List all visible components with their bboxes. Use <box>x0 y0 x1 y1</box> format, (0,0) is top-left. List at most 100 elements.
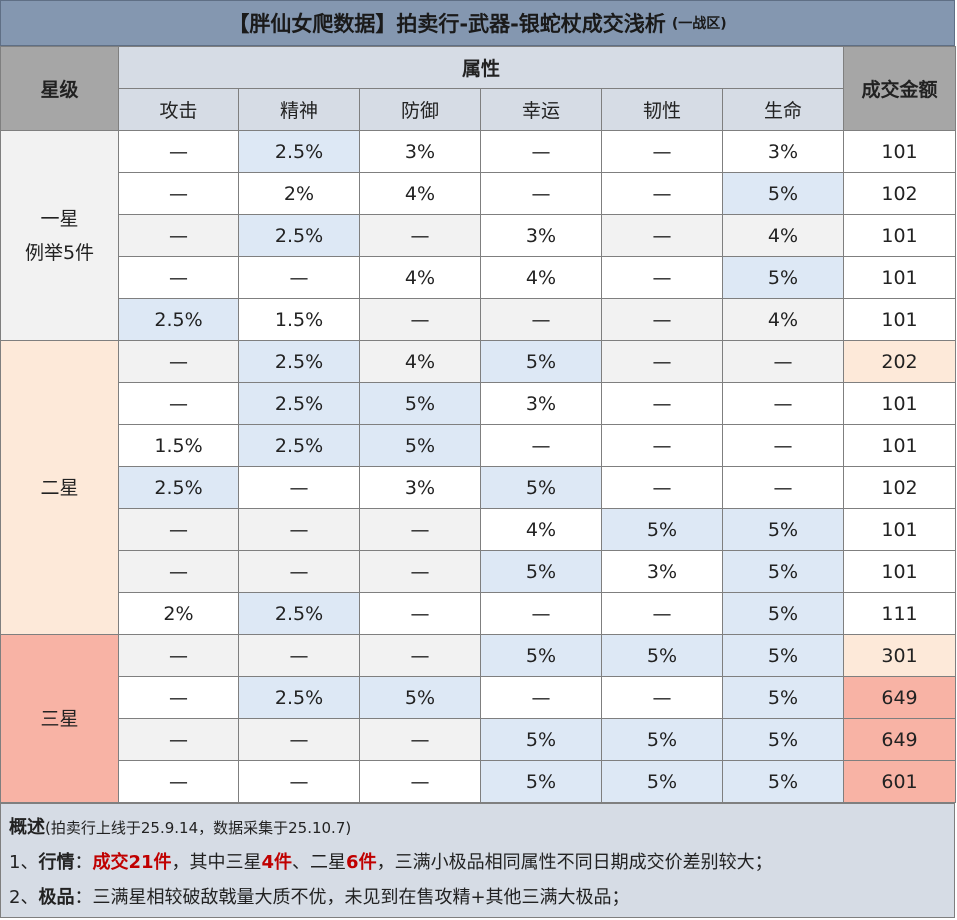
table-row: 2.5% —3% 5% — —102 <box>1 466 956 509</box>
attribute-cell: 4% <box>359 172 481 215</box>
page-title: 【胖仙女爬数据】拍卖行-武器-银蛇杖成交浅析 (一战区) <box>0 0 955 46</box>
header-col-defense: 防御 <box>359 88 481 131</box>
attribute-cell: 5% <box>722 634 844 677</box>
attribute-cell: — <box>601 676 723 719</box>
attribute-cell: 5% <box>601 508 723 551</box>
attribute-cell: — <box>359 298 481 341</box>
amount-cell: 601 <box>843 760 956 803</box>
attribute-cell: — <box>359 214 481 257</box>
attribute-cell: 5% <box>480 718 602 761</box>
attribute-cell: 4% <box>480 508 602 551</box>
line1-colon: ： <box>74 852 93 873</box>
line1-prefix: 1、 <box>9 852 39 873</box>
summary-heading-sub: (拍卖行上线于25.9.14，数据采集于25.10.7) <box>45 819 352 837</box>
attribute-cell: — <box>480 592 602 635</box>
table-row: —2% 4% — —5% 102 <box>1 172 956 215</box>
header-star: 星级 <box>0 46 119 131</box>
amount-cell: 649 <box>843 718 956 761</box>
attribute-cell: 3% <box>480 214 602 257</box>
attribute-cell: — <box>238 634 360 677</box>
summary-heading: 概述 <box>9 817 45 838</box>
star-level-cell: 二星 <box>0 340 119 635</box>
attribute-cell: 5% <box>601 718 723 761</box>
attribute-cell: 2.5% <box>238 382 360 425</box>
attribute-cell: — <box>359 508 481 551</box>
star-level-label: 三星 <box>40 707 79 730</box>
attribute-cell: — <box>601 466 723 509</box>
amount-cell: 101 <box>843 256 956 299</box>
amount-cell: 101 <box>843 382 956 425</box>
summary-line-1: 1、行情：成交21件，其中三星4件、二星6件，三满小极品相同属性不同日期成交价差… <box>9 845 946 880</box>
star-level-cell: 三星 <box>0 634 119 803</box>
amount-cell: 101 <box>843 214 956 257</box>
attribute-cell: — <box>480 676 602 719</box>
attribute-cell: 2.5% <box>118 298 239 341</box>
attribute-cell: — <box>118 550 239 593</box>
table-row: 2% 2.5% — — —5% 111 <box>1 592 956 635</box>
attribute-cell: 2.5% <box>118 466 239 509</box>
attribute-cell: — <box>722 424 844 467</box>
table-row: 2.5% 1.5% — — —4% 101 <box>1 298 956 341</box>
attribute-cell: — <box>118 382 239 425</box>
attribute-cell: 4% <box>359 256 481 299</box>
header-col-life: 生命 <box>722 88 844 131</box>
amount-cell: 202 <box>843 340 956 383</box>
attribute-cell: — <box>118 214 239 257</box>
attribute-cell: — <box>118 508 239 551</box>
attribute-cell: — <box>601 172 723 215</box>
attribute-cell: 5% <box>722 718 844 761</box>
attribute-cell: — <box>359 592 481 635</box>
attribute-cell: 5% <box>359 382 481 425</box>
attribute-cell: — <box>480 424 602 467</box>
attribute-cell: 1.5% <box>238 298 360 341</box>
attribute-cell: — <box>238 760 360 803</box>
attribute-cell: 2% <box>238 172 360 215</box>
star-level-note: 例举5件 <box>24 241 95 264</box>
attribute-cell: — <box>359 634 481 677</box>
attribute-cell: 5% <box>722 676 844 719</box>
header-attributes: 属性 <box>118 46 844 89</box>
table-row: —2.5% —3% —4% 101 <box>1 214 956 257</box>
attribute-cell: — <box>118 634 239 677</box>
table-row: — — —5% 5% 5% 601 <box>1 760 956 803</box>
attribute-cell: 2.5% <box>238 592 360 635</box>
trade-table: 星级 属性 成交金额 攻击 精神 防御 幸运 韧性 生命 一星 例举5件 —2.5%… <box>0 46 956 803</box>
title-sub: (一战区) <box>671 16 727 32</box>
summary-heading-line: 概述(拍卖行上线于25.9.14，数据采集于25.10.7) <box>9 810 946 845</box>
attribute-cell: 5% <box>480 550 602 593</box>
attribute-cell: — <box>601 340 723 383</box>
attribute-cell: — <box>601 298 723 341</box>
header-col-spirit: 精神 <box>238 88 360 131</box>
header-amount: 成交金额 <box>843 46 956 131</box>
attribute-cell: — <box>480 172 602 215</box>
attribute-cell: — <box>722 340 844 383</box>
amount-cell: 101 <box>843 508 956 551</box>
attribute-cell: 5% <box>480 634 602 677</box>
attribute-cell: — <box>601 382 723 425</box>
title-main: 【胖仙女爬数据】拍卖行-武器-银蛇杖成交浅析 <box>228 12 666 36</box>
header-col-attack: 攻击 <box>118 88 239 131</box>
table-row: —2.5% 5% 3% — —101 <box>1 382 956 425</box>
attribute-cell: — <box>480 298 602 341</box>
attribute-cell: 4% <box>480 256 602 299</box>
table-row: — — —4% 5% 5% 101 <box>1 508 956 551</box>
amount-cell: 101 <box>843 298 956 341</box>
attribute-cell: 3% <box>601 550 723 593</box>
attribute-cell: 5% <box>601 760 723 803</box>
amount-cell: 102 <box>843 172 956 215</box>
attribute-cell: 2.5% <box>238 340 360 383</box>
attribute-cell: 5% <box>480 340 602 383</box>
attribute-cell: — <box>601 592 723 635</box>
table-row: 一星 例举5件 —2.5% 3% — —3% 101 <box>0 130 956 341</box>
attribute-cell: 2.5% <box>238 214 360 257</box>
attribute-cell: 3% <box>359 130 481 173</box>
table-row: 二星 —2.5% 4% 5% — —202 <box>0 340 956 635</box>
attribute-cell: — <box>480 130 602 173</box>
attribute-cell: 5% <box>722 592 844 635</box>
amount-cell: 111 <box>843 592 956 635</box>
line1-highlight-2star: 6件 <box>346 852 377 873</box>
line1-highlight-3star: 4件 <box>261 852 293 873</box>
line1-key: 行情 <box>38 852 75 873</box>
attribute-cell: 4% <box>359 340 481 383</box>
attribute-cell: 5% <box>480 760 602 803</box>
